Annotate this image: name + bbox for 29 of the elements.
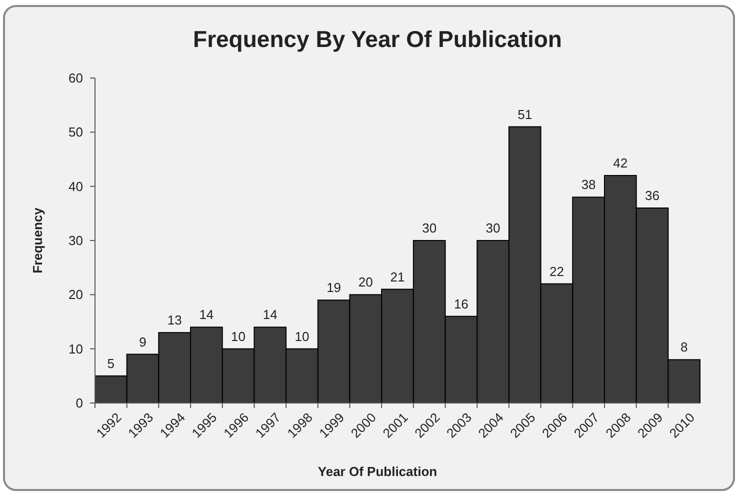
data-label: 9: [139, 334, 146, 350]
y-tick-label: 30: [68, 233, 83, 248]
data-label: 38: [581, 177, 596, 192]
data-label: 36: [645, 188, 660, 203]
y-tick-label: 0: [76, 396, 83, 411]
data-label: 16: [454, 296, 468, 312]
y-tick-label: 20: [68, 287, 83, 302]
data-label: 14: [199, 307, 214, 322]
data-label: 8: [680, 340, 688, 355]
y-tick-label: 50: [68, 124, 83, 140]
y-tick-label: 10: [68, 341, 83, 356]
y-axis-title: Frequency: [30, 206, 45, 274]
data-label: 14: [262, 307, 278, 322]
data-label: 19: [326, 280, 342, 296]
y-tick-label: 40: [68, 178, 83, 194]
data-label: 20: [358, 274, 373, 290]
x-axis-title: Year Of Publication: [318, 464, 438, 479]
data-label: 42: [613, 156, 628, 170]
data-label: 30: [486, 220, 500, 236]
data-label: 21: [390, 269, 405, 284]
data-label: 30: [422, 220, 437, 236]
data-label: 51: [518, 106, 532, 122]
data-label: 10: [231, 328, 246, 344]
y-tick-label: 60: [68, 70, 83, 86]
data-label: 22: [549, 264, 564, 279]
data-label: 10: [294, 328, 310, 344]
data-label: 13: [167, 312, 182, 328]
chart-title: Frequency By Year Of Publication: [193, 26, 562, 52]
data-label: 5: [107, 356, 115, 371]
